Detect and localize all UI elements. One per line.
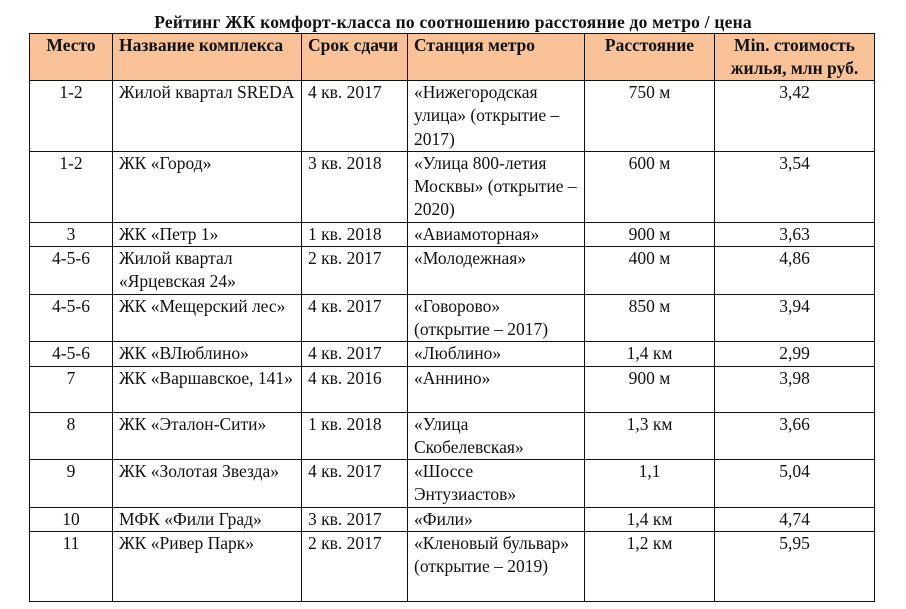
cell-name: ЖК «Мещерский лес» (112, 293, 302, 343)
cell-station: «Шоссе Энтузиастов» (407, 459, 585, 508)
cell-deadline: 2 кв. 2017 (301, 531, 408, 603)
cell-place: 10 (29, 506, 113, 533)
table-row: 10 МФК «Фили Град» 3 кв. 2017 «Фили» 1,4… (29, 506, 875, 533)
cell-place: 4-5-6 (29, 246, 113, 295)
cell-station: «Люблино» (407, 341, 585, 367)
cell-min-price: 3,54 (714, 150, 875, 223)
cell-name: ЖК «Эталон-Сити» (112, 411, 302, 461)
cell-place: 9 (29, 459, 113, 508)
table-row: 9 ЖК «Золотая Звезда» 4 кв. 2017 «Шоссе … (29, 459, 875, 508)
cell-deadline: 4 кв. 2016 (301, 365, 408, 413)
header-deadline: Срок сдачи (301, 33, 408, 81)
cell-station: «Кленовый бульвар» (открытие – 2019) (407, 531, 585, 603)
document-title: Рейтинг ЖК комфорт-класса по соотношению… (154, 12, 752, 32)
cell-distance: 900 м (584, 365, 715, 413)
cell-name: Жилой квартал «Ярцевская 24» (112, 246, 302, 295)
table-row: 8 ЖК «Эталон-Сити» 1 кв. 2018 «Улица Ско… (29, 411, 875, 461)
table-row: 11 ЖК «Ривер Парк» 2 кв. 2017 «Кленовый … (29, 531, 875, 603)
cell-deadline: 4 кв. 2017 (301, 293, 408, 343)
cell-distance: 1,1 (584, 459, 715, 508)
cell-min-price: 3,42 (714, 80, 875, 152)
cell-distance: 1,4 км (584, 506, 715, 533)
cell-min-price: 5,04 (714, 459, 875, 508)
cell-place: 11 (29, 531, 113, 603)
cell-deadline: 4 кв. 2017 (301, 80, 408, 152)
table-row: 3 ЖК «Петр 1» 1 кв. 2018 «Авиамоторная» … (29, 221, 875, 248)
cell-name: Жилой квартал SREDA (112, 80, 302, 152)
cell-name: ЖК «Ривер Парк» (112, 531, 302, 603)
cell-station: «Авиамоторная» (407, 221, 585, 248)
header-station: Станция метро (407, 33, 585, 81)
cell-distance: 900 м (584, 221, 715, 248)
cell-place: 4-5-6 (29, 341, 113, 367)
cell-distance: 1,3 км (584, 411, 715, 461)
cell-station: «Улица Скобелевская» (407, 411, 585, 461)
cell-name: ЖК «Золотая Звезда» (112, 459, 302, 508)
cell-name: ЖК «Петр 1» (112, 221, 302, 248)
header-place: Место (29, 33, 113, 81)
cell-place: 1-2 (29, 80, 113, 152)
cell-name: ЖК «Варшавское, 141» (112, 365, 302, 413)
cell-deadline: 3 кв. 2017 (301, 506, 408, 533)
cell-place: 4-5-6 (29, 293, 113, 343)
cell-name: ЖК «ВЛюблино» (112, 341, 302, 367)
cell-min-price: 3,98 (714, 365, 875, 413)
cell-deadline: 4 кв. 2017 (301, 341, 408, 367)
cell-place: 7 (29, 365, 113, 413)
table-row: 7 ЖК «Варшавское, 141» 4 кв. 2016 «Аннин… (29, 365, 875, 413)
cell-deadline: 1 кв. 2018 (301, 411, 408, 461)
cell-station: «Улица 800-летия Москвы» (открытие – 202… (407, 150, 585, 223)
cell-deadline: 2 кв. 2017 (301, 246, 408, 295)
table-row: 4-5-6 Жилой квартал «Ярцевская 24» 2 кв.… (29, 246, 875, 295)
cell-place: 1-2 (29, 150, 113, 223)
cell-min-price: 3,94 (714, 293, 875, 343)
header-distance: Расстояние (584, 33, 715, 81)
cell-deadline: 1 кв. 2018 (301, 221, 408, 248)
cell-station: «Молодежная» (407, 246, 585, 295)
header-name: Название комплекса (112, 33, 302, 81)
cell-min-price: 3,66 (714, 411, 875, 461)
cell-place: 3 (29, 221, 113, 248)
cell-min-price: 4,74 (714, 506, 875, 533)
cell-station: «Говорово» (открытие – 2017) (407, 293, 585, 343)
cell-station: «Аннино» (407, 365, 585, 413)
cell-min-price: 5,95 (714, 531, 875, 603)
cell-distance: 750 м (584, 80, 715, 152)
table-row: 4-5-6 ЖК «ВЛюблино» 4 кв. 2017 «Люблино»… (29, 341, 875, 367)
cell-station: «Нижегородская улица» (открытие – 2017) (407, 80, 585, 152)
cell-station: «Фили» (407, 506, 585, 533)
cell-distance: 850 м (584, 293, 715, 343)
cell-distance: 400 м (584, 246, 715, 295)
cell-name: МФК «Фили Град» (112, 506, 302, 533)
cell-name: ЖК «Город» (112, 150, 302, 223)
cell-distance: 600 м (584, 150, 715, 223)
cell-distance: 1,2 км (584, 531, 715, 603)
cell-min-price: 2,99 (714, 341, 875, 367)
cell-deadline: 3 кв. 2018 (301, 150, 408, 223)
table-row: 1-2 ЖК «Город» 3 кв. 2018 «Улица 800-лет… (29, 150, 875, 223)
rating-table: Место Название комплекса Срок сдачи Стан… (29, 33, 875, 603)
cell-min-price: 4,86 (714, 246, 875, 295)
header-min-price: Min. стоимость жилья, млн руб. (714, 33, 875, 81)
cell-min-price: 3,63 (714, 221, 875, 248)
header-row: Место Название комплекса Срок сдачи Стан… (29, 33, 875, 81)
cell-distance: 1,4 км (584, 341, 715, 367)
table-row: 1-2 Жилой квартал SREDA 4 кв. 2017 «Ниже… (29, 80, 875, 152)
cell-deadline: 4 кв. 2017 (301, 459, 408, 508)
cell-place: 8 (29, 411, 113, 461)
table-row: 4-5-6 ЖК «Мещерский лес» 4 кв. 2017 «Гов… (29, 293, 875, 343)
